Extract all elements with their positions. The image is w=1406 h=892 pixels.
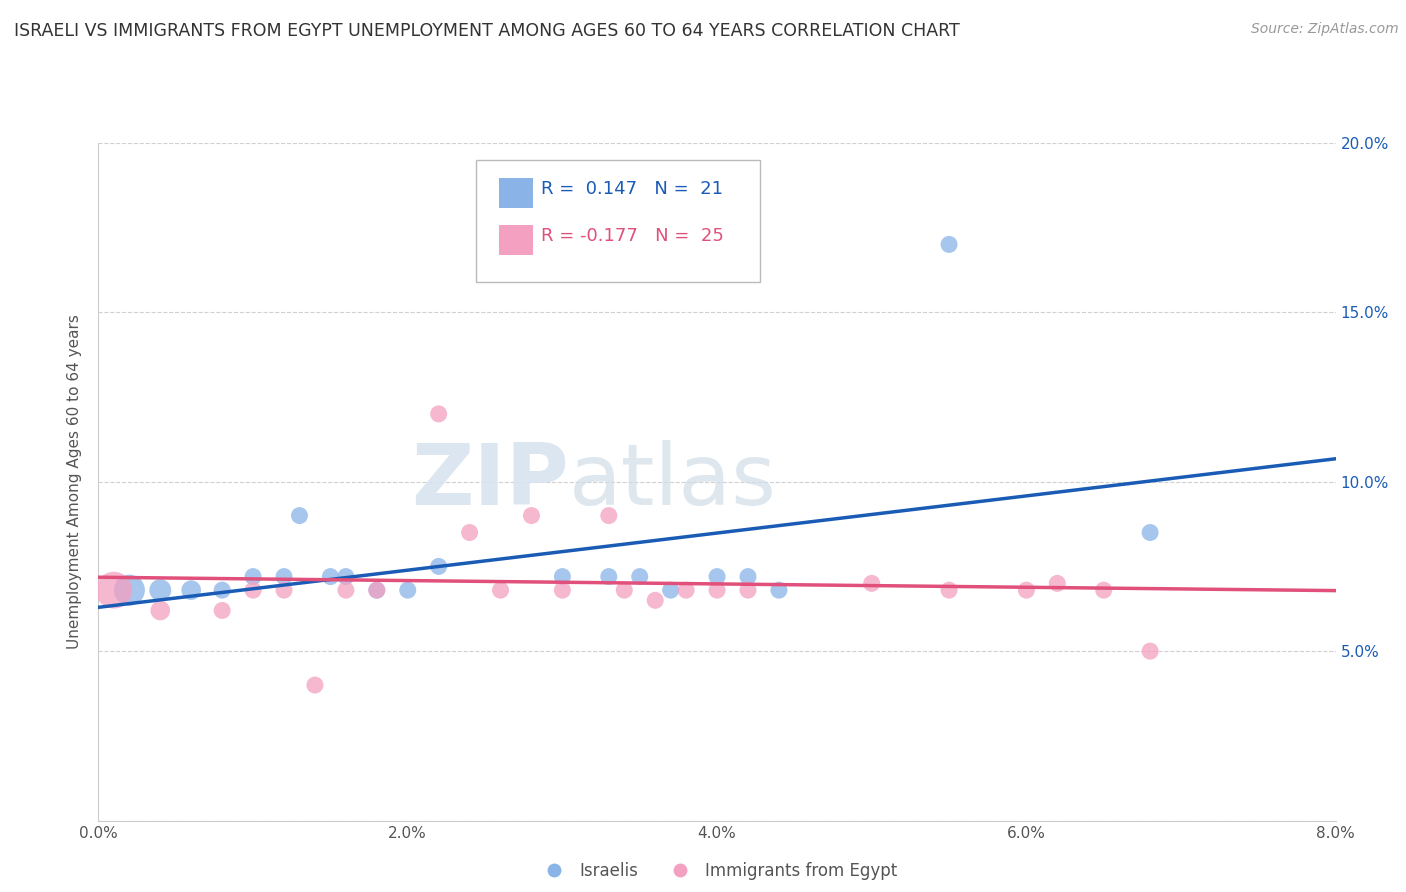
- Point: [427, 559, 450, 574]
- Point: [149, 583, 172, 598]
- Point: [427, 407, 450, 421]
- Point: [304, 678, 326, 692]
- Point: [1092, 583, 1115, 598]
- Point: [1046, 576, 1069, 591]
- Point: [768, 583, 790, 598]
- Point: [366, 583, 388, 598]
- Legend: Israelis, Immigrants from Egypt: Israelis, Immigrants from Egypt: [530, 855, 904, 887]
- Point: [288, 508, 311, 523]
- Text: ZIP: ZIP: [411, 440, 568, 524]
- Text: R =  0.147   N =  21: R = 0.147 N = 21: [541, 180, 723, 198]
- Point: [659, 583, 682, 598]
- Point: [458, 525, 481, 540]
- FancyBboxPatch shape: [499, 226, 533, 255]
- Point: [211, 583, 233, 598]
- Point: [860, 576, 883, 591]
- Point: [551, 583, 574, 598]
- Point: [644, 593, 666, 607]
- Point: [242, 583, 264, 598]
- Point: [938, 237, 960, 252]
- Point: [706, 583, 728, 598]
- Point: [598, 508, 620, 523]
- Point: [335, 583, 357, 598]
- Point: [149, 603, 172, 617]
- Point: [675, 583, 697, 598]
- Point: [273, 569, 295, 583]
- Point: [551, 569, 574, 583]
- FancyBboxPatch shape: [475, 160, 761, 282]
- Point: [335, 569, 357, 583]
- Point: [242, 569, 264, 583]
- Point: [118, 583, 141, 598]
- Point: [319, 569, 342, 583]
- Point: [1015, 583, 1038, 598]
- Point: [103, 583, 125, 598]
- Point: [938, 583, 960, 598]
- FancyBboxPatch shape: [499, 178, 533, 208]
- Point: [211, 603, 233, 617]
- Point: [273, 583, 295, 598]
- Point: [489, 583, 512, 598]
- Point: [520, 508, 543, 523]
- Point: [366, 583, 388, 598]
- Point: [1139, 644, 1161, 658]
- Text: Source: ZipAtlas.com: Source: ZipAtlas.com: [1251, 22, 1399, 37]
- Text: atlas: atlas: [568, 440, 776, 524]
- Point: [628, 569, 651, 583]
- Point: [706, 569, 728, 583]
- Text: R = -0.177   N =  25: R = -0.177 N = 25: [541, 227, 724, 244]
- Point: [737, 583, 759, 598]
- Text: ISRAELI VS IMMIGRANTS FROM EGYPT UNEMPLOYMENT AMONG AGES 60 TO 64 YEARS CORRELAT: ISRAELI VS IMMIGRANTS FROM EGYPT UNEMPLO…: [14, 22, 960, 40]
- Point: [396, 583, 419, 598]
- Point: [598, 569, 620, 583]
- Y-axis label: Unemployment Among Ages 60 to 64 years: Unemployment Among Ages 60 to 64 years: [67, 314, 83, 649]
- Point: [1139, 525, 1161, 540]
- Point: [180, 583, 202, 598]
- Point: [613, 583, 636, 598]
- Point: [737, 569, 759, 583]
